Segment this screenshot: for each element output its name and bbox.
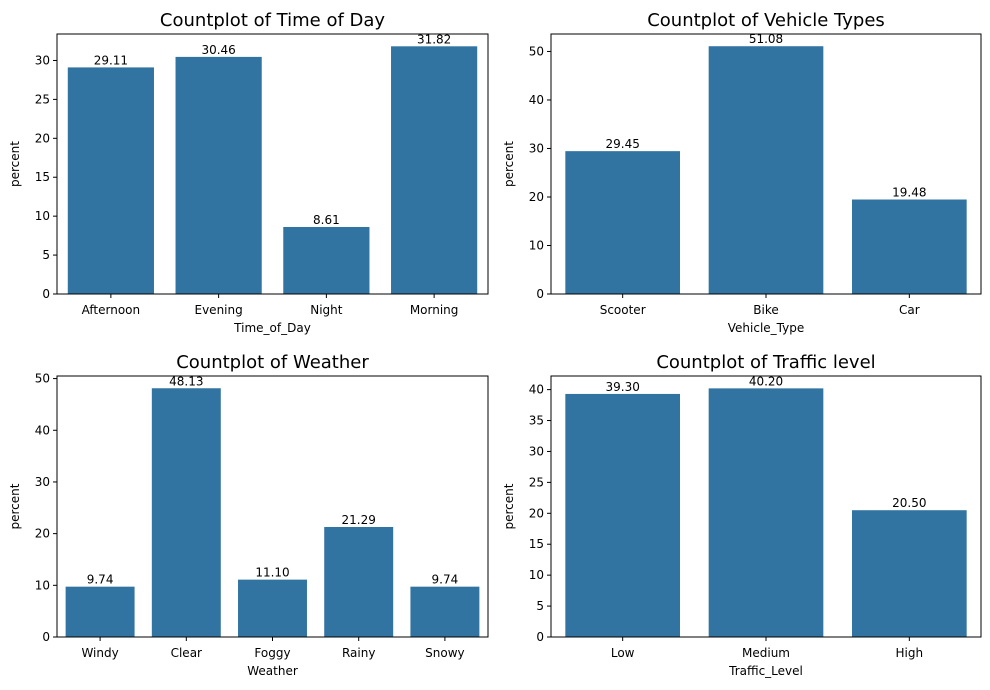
data-label-vehicle-types-bike: 51.08 <box>749 32 783 46</box>
y-tick-label-time-of-day-0: 0 <box>42 287 50 301</box>
y-tick-label-vehicle-types-0: 0 <box>536 287 544 301</box>
x-tick-label-traffic-level-medium: Medium <box>742 646 790 660</box>
bar-weather-windy <box>65 586 135 637</box>
y-axis-label-traffic-level: percent <box>502 483 516 529</box>
data-label-weather-foggy: 11.10 <box>255 566 289 580</box>
y-tick-label-traffic-level-5: 5 <box>536 599 544 613</box>
y-tick-label-traffic-level-15: 15 <box>529 537 544 551</box>
data-label-traffic-level-low: 39.30 <box>605 380 639 394</box>
x-tick-label-weather-snowy: Snowy <box>425 646 464 660</box>
bar-weather-foggy <box>238 579 307 637</box>
bar-traffic-level-high <box>852 510 967 637</box>
data-label-weather-clear: 48.13 <box>169 374 203 388</box>
x-tick-label-vehicle-types-bike: Bike <box>753 303 778 317</box>
y-tick-label-time-of-day-25: 25 <box>35 92 50 106</box>
data-label-weather-snowy: 9.74 <box>432 573 459 587</box>
bar-time-of-day-morning <box>391 46 478 294</box>
y-tick-label-traffic-level-40: 40 <box>529 383 544 397</box>
y-tick-label-weather-0: 0 <box>42 630 50 644</box>
y-tick-label-time-of-day-10: 10 <box>35 209 50 223</box>
chart-vehicle-types: 29.45 Scooter 51.08 Bike 19.48 Car 0 10 20 30 40 50… <box>502 10 982 335</box>
x-tick-label-traffic-level-high: High <box>896 646 924 660</box>
y-tick-label-vehicle-types-30: 30 <box>529 141 544 155</box>
data-label-time-of-day-evening: 30.46 <box>201 43 235 57</box>
y-tick-label-weather-40: 40 <box>35 423 50 437</box>
data-label-weather-rainy: 21.29 <box>342 513 376 527</box>
y-axis-label-time-of-day: percent <box>8 141 22 187</box>
bar-time-of-day-evening <box>175 56 262 294</box>
chart-title-time-of-day: Countplot of Time of Day <box>160 10 385 31</box>
bar-weather-rainy <box>324 526 394 637</box>
bar-weather-snowy <box>410 586 480 637</box>
x-axis-label-traffic-level: Traffic_Level <box>728 664 803 678</box>
x-tick-label-time-of-day-night: Night <box>310 303 343 317</box>
axes-frame-traffic-level <box>550 375 982 638</box>
y-tick-label-weather-10: 10 <box>35 578 50 592</box>
axes-frame-weather <box>56 375 489 638</box>
bar-vehicle-types-scooter <box>565 151 680 294</box>
x-tick-label-traffic-level-low: Low <box>611 646 635 660</box>
y-tick-label-weather-50: 50 <box>35 372 50 386</box>
axes-frame-time-of-day <box>56 33 489 295</box>
chart-time-of-day: 29.11 Afternoon 30.46 Evening 8.61 Night 31.82… <box>8 10 489 335</box>
x-tick-label-time-of-day-afternoon: Afternoon <box>82 303 141 317</box>
y-tick-label-weather-30: 30 <box>35 475 50 489</box>
bar-time-of-day-night <box>283 226 370 294</box>
chart-weather: 9.74 Windy 48.13 Clear 11.10 Foggy 21.29 Rainy 9… <box>8 352 489 678</box>
y-tick-label-traffic-level-20: 20 <box>529 506 544 520</box>
chart-title-weather: Countplot of Weather <box>176 352 369 373</box>
y-tick-label-traffic-level-10: 10 <box>529 568 544 582</box>
y-tick-label-time-of-day-30: 30 <box>35 53 50 67</box>
chart-traffic-level: 39.30 Low 40.20 Medium 20.50 High 0 5 10 15 20 25 30… <box>502 352 982 678</box>
y-tick-label-time-of-day-5: 5 <box>42 248 50 262</box>
x-axis-label-time-of-day: Time_of_Day <box>233 321 311 335</box>
y-axis-label-weather: percent <box>8 483 22 529</box>
y-tick-label-traffic-level-0: 0 <box>536 630 544 644</box>
x-tick-label-weather-clear: Clear <box>171 646 202 660</box>
x-tick-label-weather-windy: Windy <box>81 646 118 660</box>
y-tick-label-traffic-level-35: 35 <box>529 414 544 428</box>
data-label-time-of-day-morning: 31.82 <box>417 32 451 46</box>
data-label-traffic-level-high: 20.50 <box>892 496 926 510</box>
data-label-weather-windy: 9.74 <box>87 573 114 587</box>
bar-time-of-day-afternoon <box>67 67 154 295</box>
axes-frame-vehicle-types <box>550 33 982 295</box>
y-tick-label-time-of-day-15: 15 <box>35 170 50 184</box>
y-tick-label-traffic-level-30: 30 <box>529 444 544 458</box>
bar-traffic-level-low <box>565 393 680 637</box>
bar-vehicle-types-bike <box>708 46 824 294</box>
y-tick-label-vehicle-types-10: 10 <box>529 238 544 252</box>
y-tick-label-traffic-level-25: 25 <box>529 475 544 489</box>
bar-weather-clear <box>151 388 221 637</box>
data-label-vehicle-types-scooter: 29.45 <box>605 137 639 151</box>
chart-title-vehicle-types: Countplot of Vehicle Types <box>647 10 885 31</box>
data-label-vehicle-types-car: 19.48 <box>892 186 926 200</box>
y-tick-label-time-of-day-20: 20 <box>35 131 50 145</box>
data-label-time-of-day-night: 8.61 <box>313 213 340 227</box>
y-tick-label-vehicle-types-40: 40 <box>529 93 544 107</box>
bar-traffic-level-medium <box>708 388 824 637</box>
x-tick-label-vehicle-types-scooter: Scooter <box>600 303 646 317</box>
x-tick-label-vehicle-types-car: Car <box>899 303 920 317</box>
x-axis-label-vehicle-types: Vehicle_Type <box>728 321 804 335</box>
data-label-time-of-day-afternoon: 29.11 <box>94 53 128 67</box>
x-axis-label-weather: Weather <box>247 664 298 678</box>
x-tick-label-time-of-day-evening: Evening <box>195 303 243 317</box>
y-tick-label-vehicle-types-50: 50 <box>529 44 544 58</box>
bar-vehicle-types-car <box>852 199 967 294</box>
y-tick-label-vehicle-types-20: 20 <box>529 190 544 204</box>
x-tick-label-time-of-day-morning: Morning <box>410 303 459 317</box>
y-axis-label-vehicle-types: percent <box>502 141 516 187</box>
x-tick-label-weather-rainy: Rainy <box>342 646 375 660</box>
data-label-traffic-level-medium: 40.20 <box>749 374 783 388</box>
x-tick-label-weather-foggy: Foggy <box>254 646 290 660</box>
y-tick-label-weather-20: 20 <box>35 527 50 541</box>
chart-title-traffic-level: Countplot of Traffic level <box>656 352 875 373</box>
